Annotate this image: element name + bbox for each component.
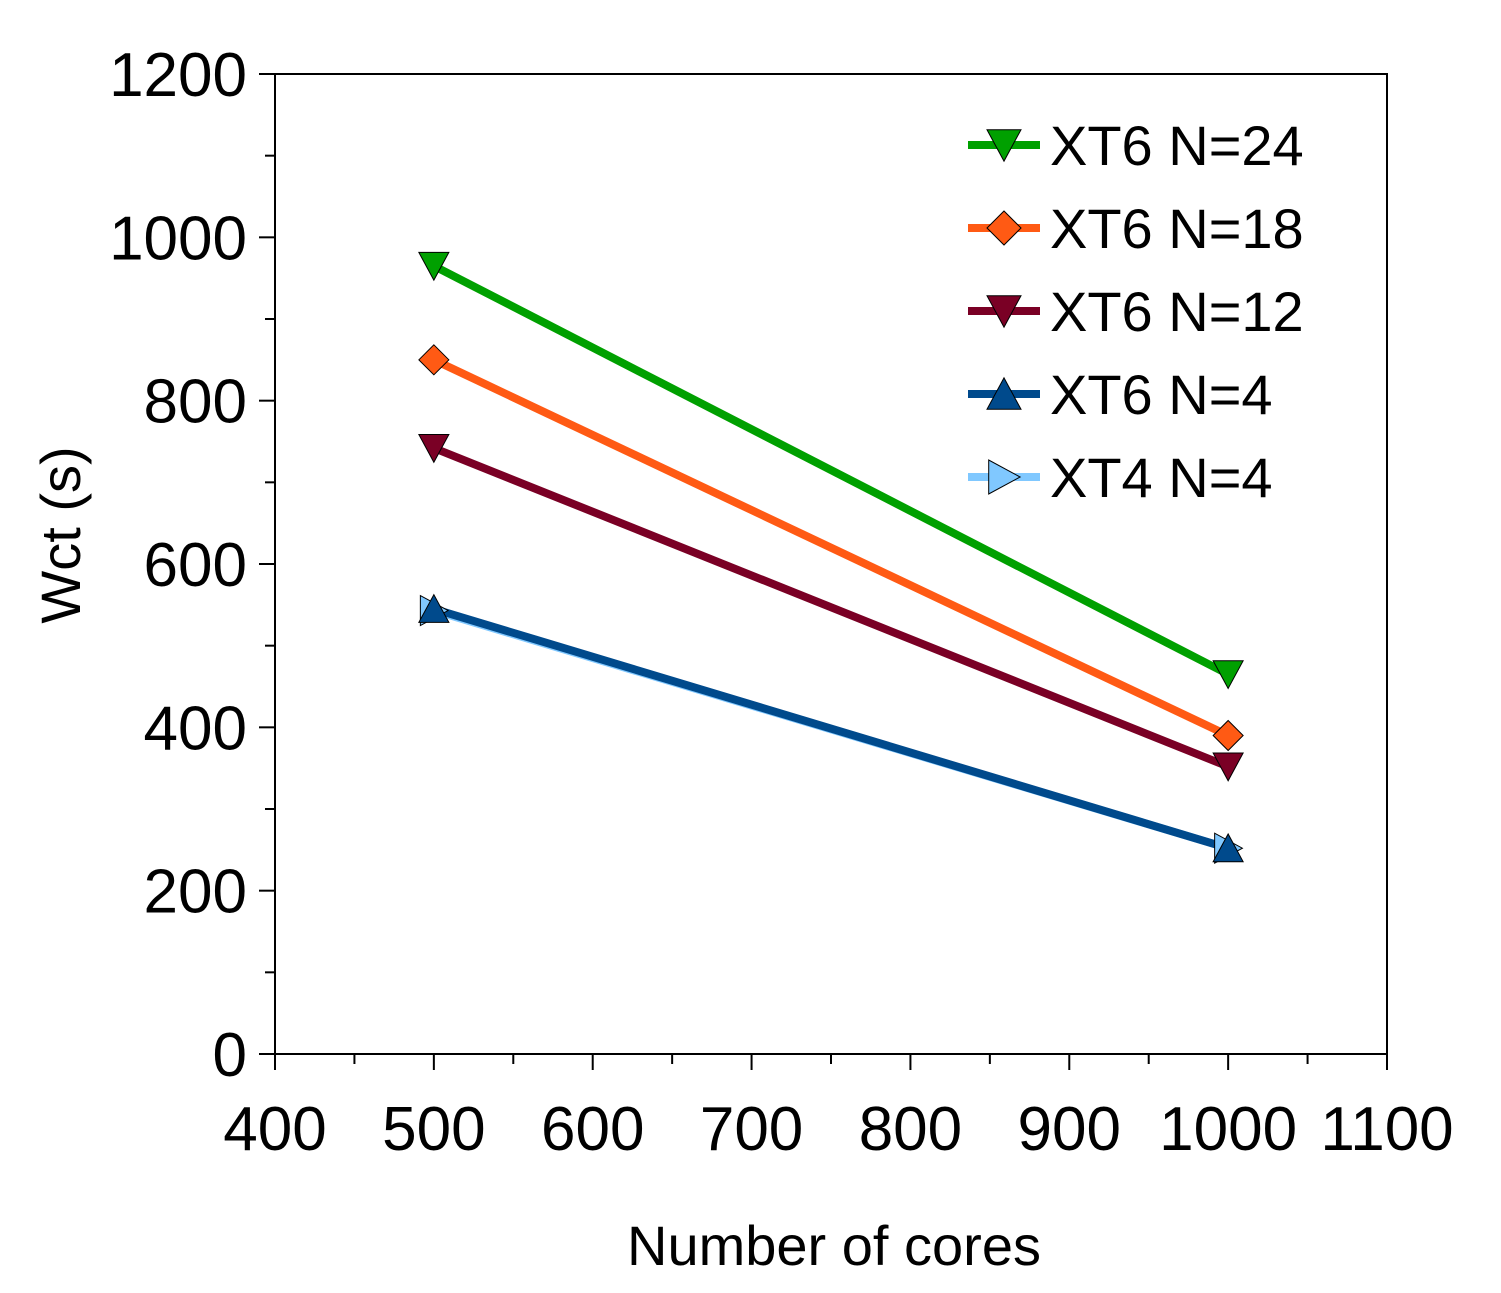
data-point bbox=[418, 434, 450, 464]
data-point bbox=[1212, 832, 1244, 863]
legend-label: XT6 N=24 bbox=[1050, 114, 1304, 177]
series-lines bbox=[432, 262, 1230, 853]
data-point bbox=[418, 251, 450, 282]
x-tick-label: 500 bbox=[382, 1095, 485, 1164]
x-tick-label: 900 bbox=[1018, 1095, 1121, 1164]
legend-swatch-marker bbox=[986, 295, 1022, 329]
data-point bbox=[1212, 719, 1244, 752]
data-point bbox=[418, 344, 450, 376]
legend-swatch-marker bbox=[988, 459, 1022, 495]
x-tick-label: 600 bbox=[541, 1095, 644, 1164]
y-tick-label: 1000 bbox=[109, 204, 247, 273]
data-point bbox=[1212, 752, 1244, 782]
y-tick-label: 600 bbox=[144, 531, 247, 600]
y-axis-tick-labels: 0 200 400 600 800 1000 1200 bbox=[109, 41, 247, 1090]
legend-label: XT6 N=12 bbox=[1050, 280, 1304, 343]
legend-label: XT4 N=4 bbox=[1050, 446, 1273, 509]
x-tick-label: 400 bbox=[223, 1095, 326, 1164]
legend-label: XT6 N=4 bbox=[1050, 363, 1273, 426]
y-tick-label: 800 bbox=[144, 368, 247, 437]
legend-swatch-marker bbox=[986, 129, 1022, 163]
legend-entry: XT6 N=24 bbox=[968, 114, 1304, 177]
y-axis-title: Wct (s) bbox=[29, 446, 92, 623]
x-tick-label: 700 bbox=[700, 1095, 803, 1164]
y-tick-label: 400 bbox=[144, 694, 247, 763]
data-point bbox=[1212, 660, 1244, 690]
legend-entry: XT6 N=12 bbox=[968, 280, 1304, 343]
series-markers bbox=[418, 251, 1244, 865]
legend-swatch-marker bbox=[986, 210, 1022, 246]
series-line bbox=[432, 356, 1230, 740]
legend-label: XT6 N=18 bbox=[1050, 197, 1304, 260]
legend: XT6 N=24 XT6 N=18 XT6 N=12 XT6 N=4 XT4 N=4 bbox=[968, 114, 1304, 509]
x-axis-tick-labels: 400 500 600 700 800 900 1000 1100 bbox=[223, 1095, 1453, 1164]
legend-entry: XT4 N=4 bbox=[968, 446, 1273, 509]
x-tick-label: 1000 bbox=[1159, 1095, 1297, 1164]
series-line bbox=[432, 262, 1230, 678]
x-axis-title: Number of cores bbox=[627, 1214, 1041, 1277]
y-tick-label: 1200 bbox=[109, 41, 247, 110]
y-tick-label: 0 bbox=[213, 1021, 247, 1090]
x-tick-label: 1100 bbox=[1320, 1095, 1453, 1164]
data-point bbox=[418, 593, 450, 623]
legend-entry: XT6 N=4 bbox=[968, 363, 1273, 426]
x-tick-label: 800 bbox=[859, 1095, 962, 1164]
series-line bbox=[432, 605, 1230, 853]
series-line bbox=[432, 444, 1230, 771]
legend-swatch-marker bbox=[986, 376, 1022, 410]
legend-entry: XT6 N=18 bbox=[968, 197, 1304, 260]
y-tick-label: 200 bbox=[144, 858, 247, 927]
axis-ticks bbox=[259, 73, 1388, 1070]
